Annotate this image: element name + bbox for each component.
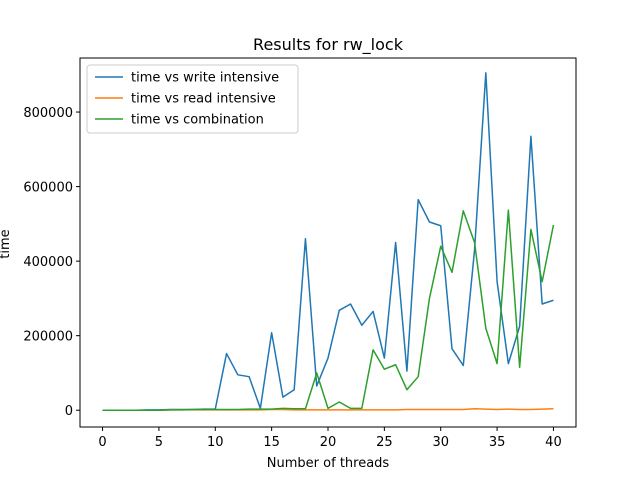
x-tick-label: 5 [155, 435, 163, 450]
x-axis-label: Number of threads [267, 456, 390, 471]
y-tick-label: 0 [65, 404, 73, 419]
y-axis: 0 200000 400000 600000 800000 [23, 106, 80, 419]
x-tick-label: 25 [376, 435, 393, 450]
x-tick-label: 30 [432, 435, 449, 450]
series-lines [102, 72, 555, 411]
x-tick-label: 40 [545, 435, 562, 450]
y-tick-label: 800000 [23, 106, 73, 121]
x-tick-label: 35 [489, 435, 506, 450]
x-axis: 0 5 10 15 20 25 30 35 40 [98, 427, 562, 450]
y-tick-label: 400000 [23, 255, 73, 270]
legend-label-1: time vs write intensive [131, 71, 279, 86]
legend: time vs write intensive time vs read inte… [86, 64, 299, 134]
y-tick-label: 600000 [23, 181, 73, 196]
x-tick-label: 0 [98, 435, 106, 450]
legend-label-2: time vs read intensive [131, 92, 276, 107]
legend-label-3: time vs combination [131, 113, 264, 128]
y-tick-label: 200000 [23, 330, 73, 345]
x-tick-label: 20 [320, 435, 337, 450]
y-axis-label: time [0, 229, 13, 258]
x-tick-label: 10 [207, 435, 224, 450]
series-line-3 [102, 209, 555, 411]
x-tick-label: 15 [263, 435, 280, 450]
chart-title: Results for rw_lock [253, 35, 404, 55]
legend-box [86, 64, 299, 134]
